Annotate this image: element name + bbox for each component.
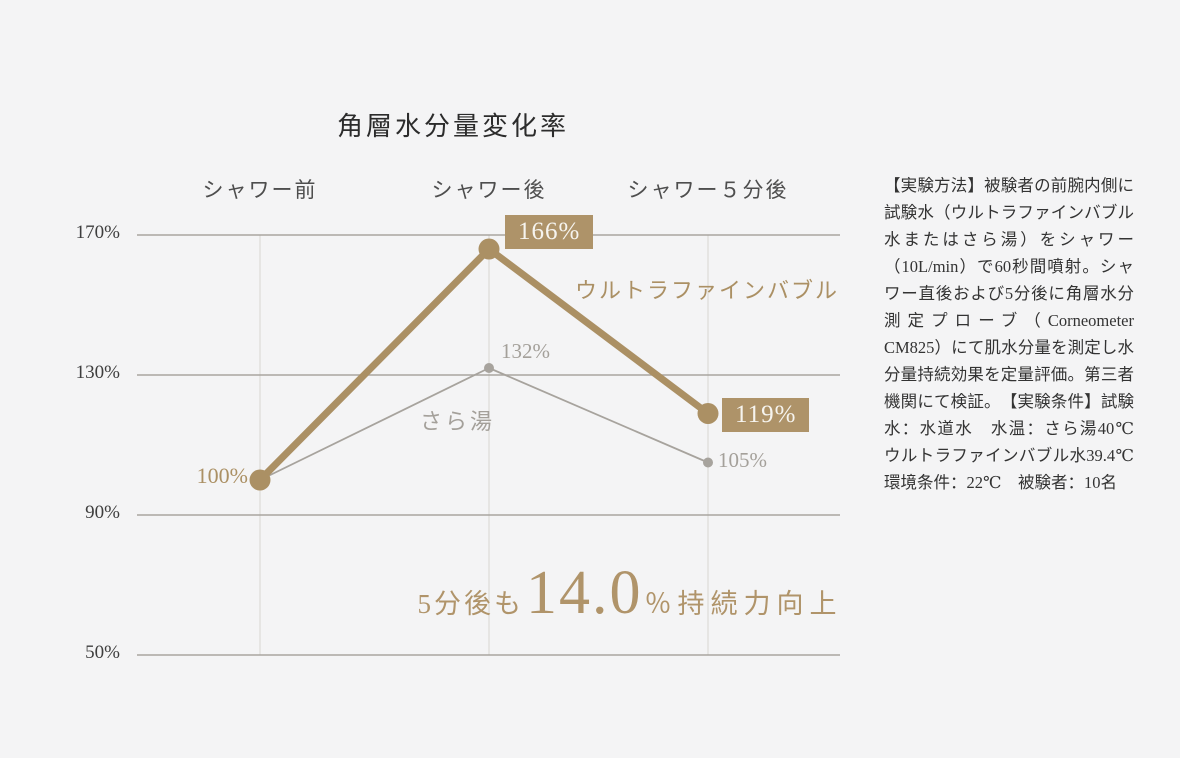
data-point-dot	[478, 238, 500, 260]
point-value-label: 100%	[196, 463, 248, 488]
point-value-label: 132%	[501, 339, 550, 363]
annotation-prefix: 5分後も	[417, 589, 524, 619]
chart-title: 角層水分量変化率	[337, 112, 570, 141]
data-point-dot	[484, 363, 494, 373]
annotation-value: 14.0	[526, 559, 643, 627]
point-value-label: 105%	[718, 447, 767, 472]
ytick-label: 130%	[75, 362, 120, 383]
experiment-method-note: 【実験方法】被験者の前腕内側に試験水（ウルトラファインバブル水またはさら湯）をシ…	[884, 176, 1151, 492]
ytick-label: 50%	[85, 642, 120, 663]
category-label: シャワー後	[431, 178, 547, 202]
point-value-label: 166%	[505, 215, 594, 249]
ytick-label: 170%	[75, 222, 120, 243]
data-point-dot	[697, 403, 719, 424]
series-name-label: さら湯	[420, 409, 496, 434]
series-name-label: ウルトラファインバブル	[575, 278, 840, 303]
data-point-dot	[703, 457, 713, 468]
data-point-dot	[249, 469, 271, 491]
point-value-label: 119%	[722, 397, 810, 432]
category-label: シャワー前	[202, 178, 318, 202]
ytick-label: 90%	[85, 502, 120, 523]
annotation-suffix: ％持続力向上	[644, 589, 843, 619]
result-annotation: 5分後も 14.0 ％持続力向上	[385, 558, 875, 629]
category-label: シャワー５分後	[627, 178, 789, 202]
